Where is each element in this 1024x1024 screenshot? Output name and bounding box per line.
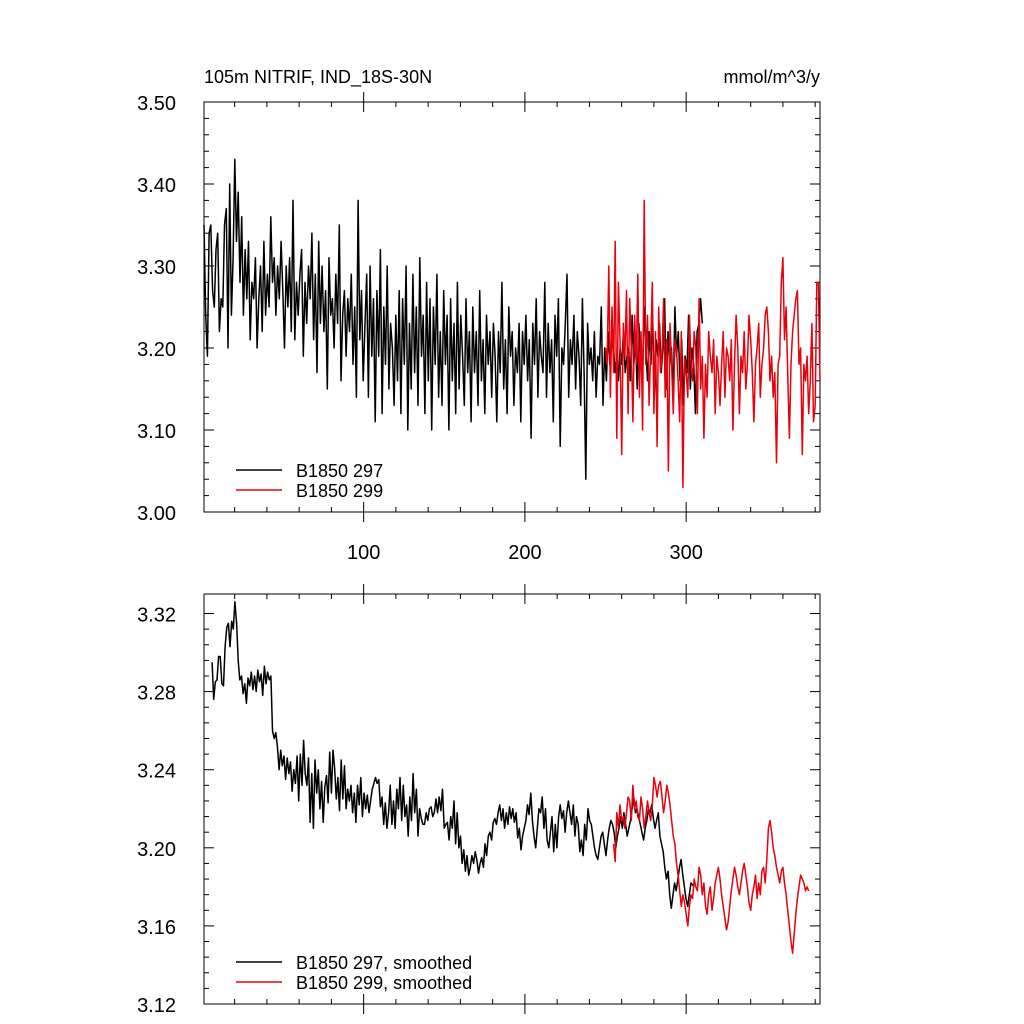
top-ytick-label: 3.10	[137, 421, 176, 443]
bottom-legend-label-1: B1850 297, smoothed	[296, 953, 472, 973]
top-ytick-label: 3.30	[137, 257, 176, 279]
bottom-series-line-1	[211, 601, 695, 910]
chart-title: 105m NITRIF, IND_18S-30N	[204, 67, 432, 88]
top-series-line-1	[203, 158, 704, 480]
bottom-ytick-label: 3.20	[137, 839, 176, 861]
top-panel: 3.00 3.10 3.20 3.30 3.40 3.50 100 200 300 B1850 2…	[137, 92, 821, 564]
bottom-ytick-label: 3.16	[137, 917, 176, 939]
top-ytick-label: 3.50	[137, 93, 176, 115]
bottom-ytick-label: 3.32	[137, 605, 176, 627]
bottom-series-line-2	[612, 776, 810, 954]
top-xtick-label: 100	[347, 542, 380, 564]
top-series-line-2	[604, 199, 821, 489]
bottom-panel: 3.12 3.16 3.20 3.24 3.28 3.32 B1850 297, smoot…	[137, 584, 821, 1017]
bottom-ytick-label: 3.24	[137, 761, 176, 783]
bottom-plot-frame	[203, 593, 821, 1005]
top-plot-frame	[203, 101, 821, 513]
bottom-legend-label-2: B1850 299, smoothed	[296, 973, 472, 993]
chart-units: mmol/m^3/y	[724, 67, 820, 87]
top-ytick-label: 3.40	[137, 175, 176, 197]
top-ytick-label: 3.20	[137, 339, 176, 361]
top-legend-label-2: B1850 299	[296, 481, 383, 501]
top-ytick-label: 3.00	[137, 503, 176, 525]
top-xtick-label: 300	[669, 542, 702, 564]
top-legend-label-1: B1850 297	[296, 461, 383, 481]
top-xtick-label: 200	[508, 542, 541, 564]
bottom-ytick-label: 3.28	[137, 683, 176, 705]
bottom-ytick-label: 3.12	[137, 995, 176, 1017]
